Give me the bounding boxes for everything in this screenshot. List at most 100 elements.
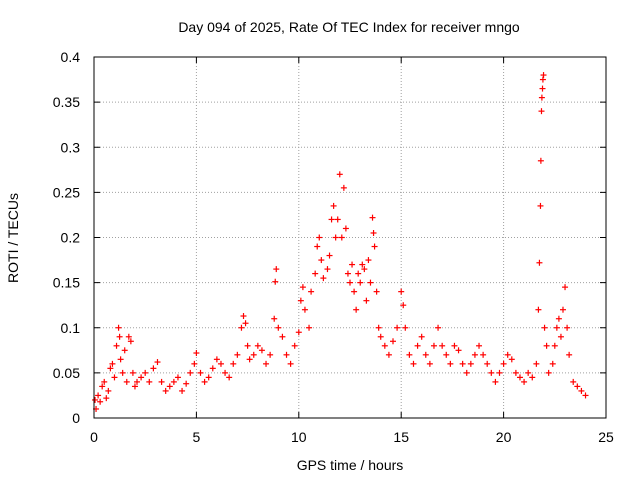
data-point — [381, 342, 388, 349]
data-point — [529, 374, 536, 381]
data-point — [254, 342, 261, 349]
data-point — [492, 378, 499, 385]
data-point — [316, 234, 323, 241]
data-point — [107, 365, 114, 372]
data-point — [365, 257, 372, 264]
data-point — [435, 324, 442, 331]
grid — [94, 57, 606, 418]
data-point — [308, 288, 315, 295]
data-point — [105, 387, 112, 394]
data-point — [271, 315, 278, 322]
data-point — [455, 347, 462, 354]
data-point — [267, 351, 274, 358]
data-point — [306, 324, 313, 331]
axis-ticks: 0 5 10 15 20 25 0 0.05 0.1 0.15 0.2 0.25 0.3 0.35 0.4 — [53, 49, 614, 445]
data-point — [538, 108, 545, 115]
data-point — [500, 360, 507, 367]
data-point — [363, 297, 370, 304]
data-point — [537, 157, 544, 164]
data-point — [351, 288, 358, 295]
data-point — [328, 216, 335, 223]
data-point — [394, 324, 401, 331]
data-point — [385, 351, 392, 358]
data-point — [570, 378, 577, 385]
data-point — [272, 278, 279, 285]
data-point — [226, 374, 233, 381]
y-tick-label: 0.35 — [53, 94, 80, 110]
x-tick-label: 5 — [193, 429, 201, 445]
data-point — [222, 369, 229, 376]
data-point — [535, 306, 542, 313]
y-tick-label: 0.05 — [53, 365, 80, 381]
x-tick-label: 10 — [291, 429, 307, 445]
data-point — [451, 342, 458, 349]
data-point — [347, 279, 353, 286]
data-point — [402, 324, 409, 331]
data-point — [422, 351, 429, 358]
data-point — [103, 395, 110, 402]
data-point — [101, 378, 108, 385]
data-point — [536, 259, 543, 266]
data-point — [559, 306, 566, 313]
data-point — [516, 374, 523, 381]
data-point — [371, 243, 378, 250]
data-point — [338, 234, 345, 241]
x-axis-label: GPS time / hours — [297, 457, 404, 473]
data-point — [150, 365, 157, 372]
data-point — [574, 383, 581, 390]
data-point — [234, 351, 241, 358]
data-point — [258, 347, 265, 354]
data-point — [209, 365, 216, 372]
data-point — [557, 333, 564, 340]
data-point — [539, 76, 546, 83]
data-point — [555, 315, 562, 322]
data-point — [230, 360, 237, 367]
data-point — [99, 383, 106, 390]
data-point — [476, 342, 483, 349]
data-point — [430, 342, 437, 349]
data-point — [213, 356, 220, 363]
data-point — [201, 378, 208, 385]
data-point — [334, 216, 341, 223]
data-point — [540, 72, 547, 79]
data-point — [217, 360, 224, 367]
data-point — [193, 350, 200, 357]
data-point — [357, 279, 364, 286]
data-point — [504, 351, 511, 358]
data-point — [484, 360, 491, 367]
data-point — [480, 351, 487, 358]
data-point — [111, 374, 118, 381]
data-point — [370, 229, 377, 236]
data-point — [361, 266, 368, 273]
data-point — [119, 369, 126, 376]
x-tick-label: 15 — [393, 429, 409, 445]
data-point — [299, 284, 306, 291]
data-point — [545, 369, 552, 376]
data-point — [324, 266, 331, 273]
data-point — [353, 306, 360, 313]
data-point — [123, 378, 130, 385]
data-point — [97, 398, 104, 405]
y-tick-label: 0.25 — [53, 184, 80, 200]
data-point — [369, 214, 376, 221]
data-point — [471, 351, 478, 358]
data-point — [375, 324, 382, 331]
data-point — [543, 342, 550, 349]
data-point — [349, 261, 356, 268]
data-point — [549, 360, 556, 367]
data-point — [205, 374, 212, 381]
data-point — [367, 279, 374, 286]
data-point — [183, 380, 190, 387]
data-point — [244, 342, 251, 349]
data-point — [125, 333, 132, 340]
y-tick-label: 0.15 — [53, 275, 80, 291]
data-point — [340, 184, 347, 191]
data-point — [512, 369, 519, 376]
data-point — [326, 252, 333, 259]
data-point — [330, 202, 337, 209]
data-point — [263, 360, 270, 367]
data-point — [443, 351, 450, 358]
data-points — [92, 72, 589, 412]
data-point — [134, 378, 141, 385]
